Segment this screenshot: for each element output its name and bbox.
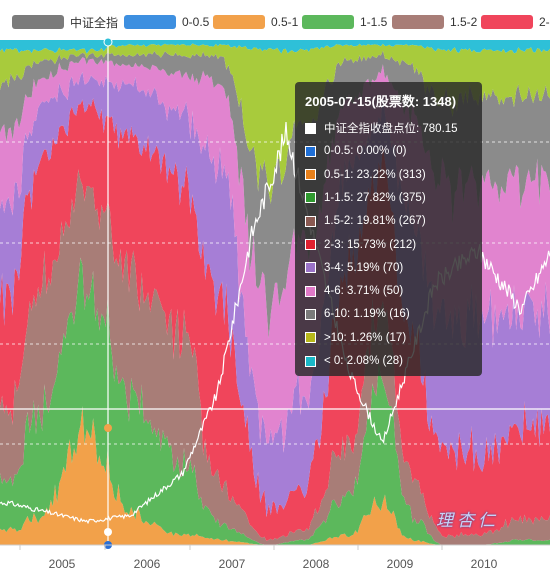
- marker-point: [103, 37, 113, 47]
- x-tick-label: 2010: [471, 557, 498, 571]
- marker-point: [104, 528, 112, 536]
- x-tick-label: 2006: [134, 557, 161, 571]
- tooltip-swatch: [305, 169, 316, 181]
- tooltip-text: 2-3: 15.73% (212): [324, 238, 417, 251]
- tooltip-text: 中证全指收盘点位: 780.15: [324, 123, 458, 135]
- legend-label: 1-1.5: [360, 15, 388, 29]
- legend: 中证全指 0-0.5 0.5-1 1-1.5 1.5-2 2-3: [0, 0, 550, 40]
- area-band--0: [0, 40, 550, 54]
- tooltip-row: 6-10: 1.19% (16): [305, 306, 410, 322]
- area-band-6-10: [0, 50, 550, 339]
- tooltip-text: < 0: 2.08% (28): [324, 355, 403, 367]
- watermark-logo: 理杏仁: [436, 511, 499, 531]
- tooltip-text: 3-4: 5.19% (70): [324, 261, 404, 274]
- area-band-2-3: [0, 98, 550, 541]
- marker-point: [104, 424, 112, 432]
- legend-label: 中证全指: [70, 15, 119, 30]
- legend-label: 2-3: [539, 15, 550, 29]
- tooltip-swatch: [305, 262, 316, 274]
- legend-swatch: [392, 15, 444, 29]
- legend-item[interactable]: 0-0.5: [124, 14, 209, 30]
- legend-label: 0.5-1: [271, 15, 299, 29]
- tooltip-swatch: [305, 332, 316, 344]
- tooltip-swatch: [305, 308, 316, 320]
- tooltip-swatch: [305, 192, 316, 204]
- tooltip-row: 4-6: 3.71% (50): [305, 283, 403, 299]
- tooltip-text: 0-0.5: 0.00% (0): [324, 145, 407, 158]
- legend-swatch: [213, 15, 265, 29]
- tooltip-text: >10: 1.26% (17): [324, 331, 407, 344]
- tooltip-swatch: [305, 122, 316, 134]
- legend-label: 0-0.5: [182, 15, 210, 29]
- tooltip: 2005-07-15(股票数: 1348) 中证全指收盘点位: 780.15 0-…: [295, 82, 482, 376]
- tooltip-row: 中证全指收盘点位: 780.15: [305, 120, 458, 136]
- tooltip-text: 1.5-2: 19.81% (267): [324, 215, 426, 228]
- legend-item[interactable]: 1.5-2: [392, 14, 477, 30]
- tooltip-swatch: [305, 239, 316, 250]
- tooltip-text: 6-10: 1.19% (16): [324, 308, 410, 321]
- tooltip-row: 0-0.5: 0.00% (0): [305, 143, 406, 159]
- legend-swatch: [481, 15, 533, 29]
- x-tick-label: 2005: [49, 557, 76, 571]
- x-tick-label: 2008: [303, 557, 330, 571]
- legend-item[interactable]: 1-1.5: [302, 14, 387, 30]
- tooltip-row: >10: 1.26% (17): [305, 330, 406, 346]
- tooltip-row: 1.5-2: 19.81% (267): [305, 213, 426, 229]
- area-band-1-1-5: [0, 257, 550, 545]
- tooltip-swatch: [305, 285, 316, 297]
- tooltip-title: 2005-07-15(股票数: 1348): [305, 94, 457, 109]
- area-band-3-4: [0, 72, 550, 518]
- tooltip-swatch: [305, 355, 316, 367]
- tooltip-text: 4-6: 3.71% (50): [324, 285, 404, 298]
- legend-swatch: [12, 15, 64, 29]
- legend-swatch: [302, 15, 354, 29]
- x-tick-label: 2007: [219, 557, 246, 571]
- tooltip-row: < 0: 2.08% (28): [305, 353, 403, 369]
- legend-label: 1.5-2: [450, 15, 478, 29]
- tooltip-row: 1-1.5: 27.82% (375): [305, 190, 426, 206]
- legend-item[interactable]: 中证全指: [12, 14, 118, 30]
- legend-item[interactable]: 2-3: [481, 14, 550, 30]
- tooltip-row: 0.5-1: 23.22% (313): [305, 167, 426, 183]
- tooltip-text: 1-1.5: 27.82% (375): [324, 191, 426, 204]
- tooltip-row: 3-4: 5.19% (70): [305, 260, 403, 276]
- tooltip-swatch: [305, 215, 316, 227]
- tooltip-swatch: [305, 145, 316, 157]
- tooltip-text: 0.5-1: 23.22% (313): [324, 168, 426, 181]
- legend-swatch: [124, 15, 176, 29]
- tooltip-row: 2-3: 15.73% (212): [305, 237, 416, 253]
- legend-item[interactable]: 0.5-1: [213, 14, 298, 30]
- x-tick-label: 2009: [387, 557, 414, 571]
- area-band--10: [0, 43, 550, 204]
